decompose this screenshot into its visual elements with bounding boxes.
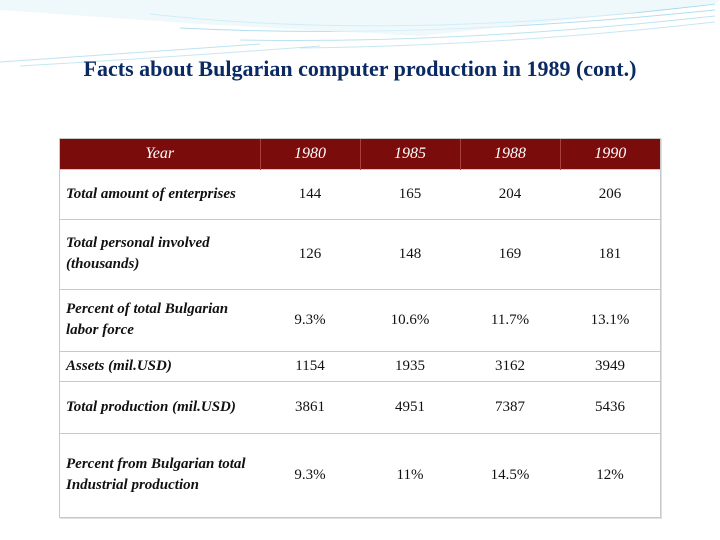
table-cell: 181	[560, 218, 660, 289]
row-label: Percent from Bulgarian total Industrial …	[60, 432, 260, 517]
row-label: Assets (mil.USD)	[60, 350, 260, 381]
table-cell: 9.3%	[260, 432, 360, 517]
table-cell: 165	[360, 168, 460, 219]
header-1988: 1988	[460, 139, 561, 169]
table-cell: 9.3%	[260, 288, 360, 351]
header-1980: 1980	[260, 139, 361, 169]
table-row: Total production (mil.USD) 3861 4951 738…	[60, 380, 660, 433]
page-title: Facts about Bulgarian computer productio…	[83, 56, 637, 81]
row-label: Percent of total Bulgarian labor force	[60, 288, 260, 351]
table-row: Percent of total Bulgarian labor force 9…	[60, 288, 660, 351]
header-year: Year	[60, 139, 261, 169]
row-label: Total amount of enterprises	[60, 168, 260, 219]
table-cell: 204	[460, 168, 560, 219]
table-cell: 3162	[460, 350, 560, 381]
table-cell: 3949	[560, 350, 660, 381]
table-cell: 3861	[260, 380, 360, 433]
header-1985: 1985	[360, 139, 461, 169]
table-row: Percent from Bulgarian total Industrial …	[60, 432, 660, 517]
header-1990: 1990	[594, 144, 627, 162]
header-decoration	[0, 0, 720, 67]
table-cell: 13.1%	[560, 288, 660, 351]
data-table: Year 1980 1985 1988 1990 Total amount of…	[60, 139, 660, 517]
table-cell: 10.6%	[360, 288, 460, 351]
table-cell: 12%	[560, 432, 660, 517]
table-cell: 14.5%	[460, 432, 560, 517]
table-cell: 4951	[360, 380, 460, 433]
data-table-container: Year 1980 1985 1988 1990 Total amount of…	[59, 138, 661, 518]
table-cell: 7387	[460, 380, 560, 433]
table-cell: 206	[560, 168, 660, 219]
table-cell: 169	[460, 218, 560, 289]
table-cell: 148	[360, 218, 460, 289]
table-cell: 11.7%	[460, 288, 560, 351]
table-cell: 5436	[560, 380, 660, 433]
table-cell: 1154	[260, 350, 360, 381]
table-cell: 1935	[360, 350, 460, 381]
table-header-row: Year 1980 1985 1988 1990	[60, 139, 660, 169]
table-row: Total amount of enterprises 144 165 204 …	[60, 168, 660, 219]
row-label: Total production (mil.USD)	[60, 380, 260, 433]
table-row: Total personal involved (thousands) 126 …	[60, 218, 660, 289]
row-label: Total personal involved (thousands)	[60, 218, 260, 289]
table-cell: 11%	[360, 432, 460, 517]
table-cell: 126	[260, 218, 360, 289]
table-cell: 144	[260, 168, 360, 219]
table-row: Assets (mil.USD) 1154 1935 3162 3949	[60, 350, 660, 381]
